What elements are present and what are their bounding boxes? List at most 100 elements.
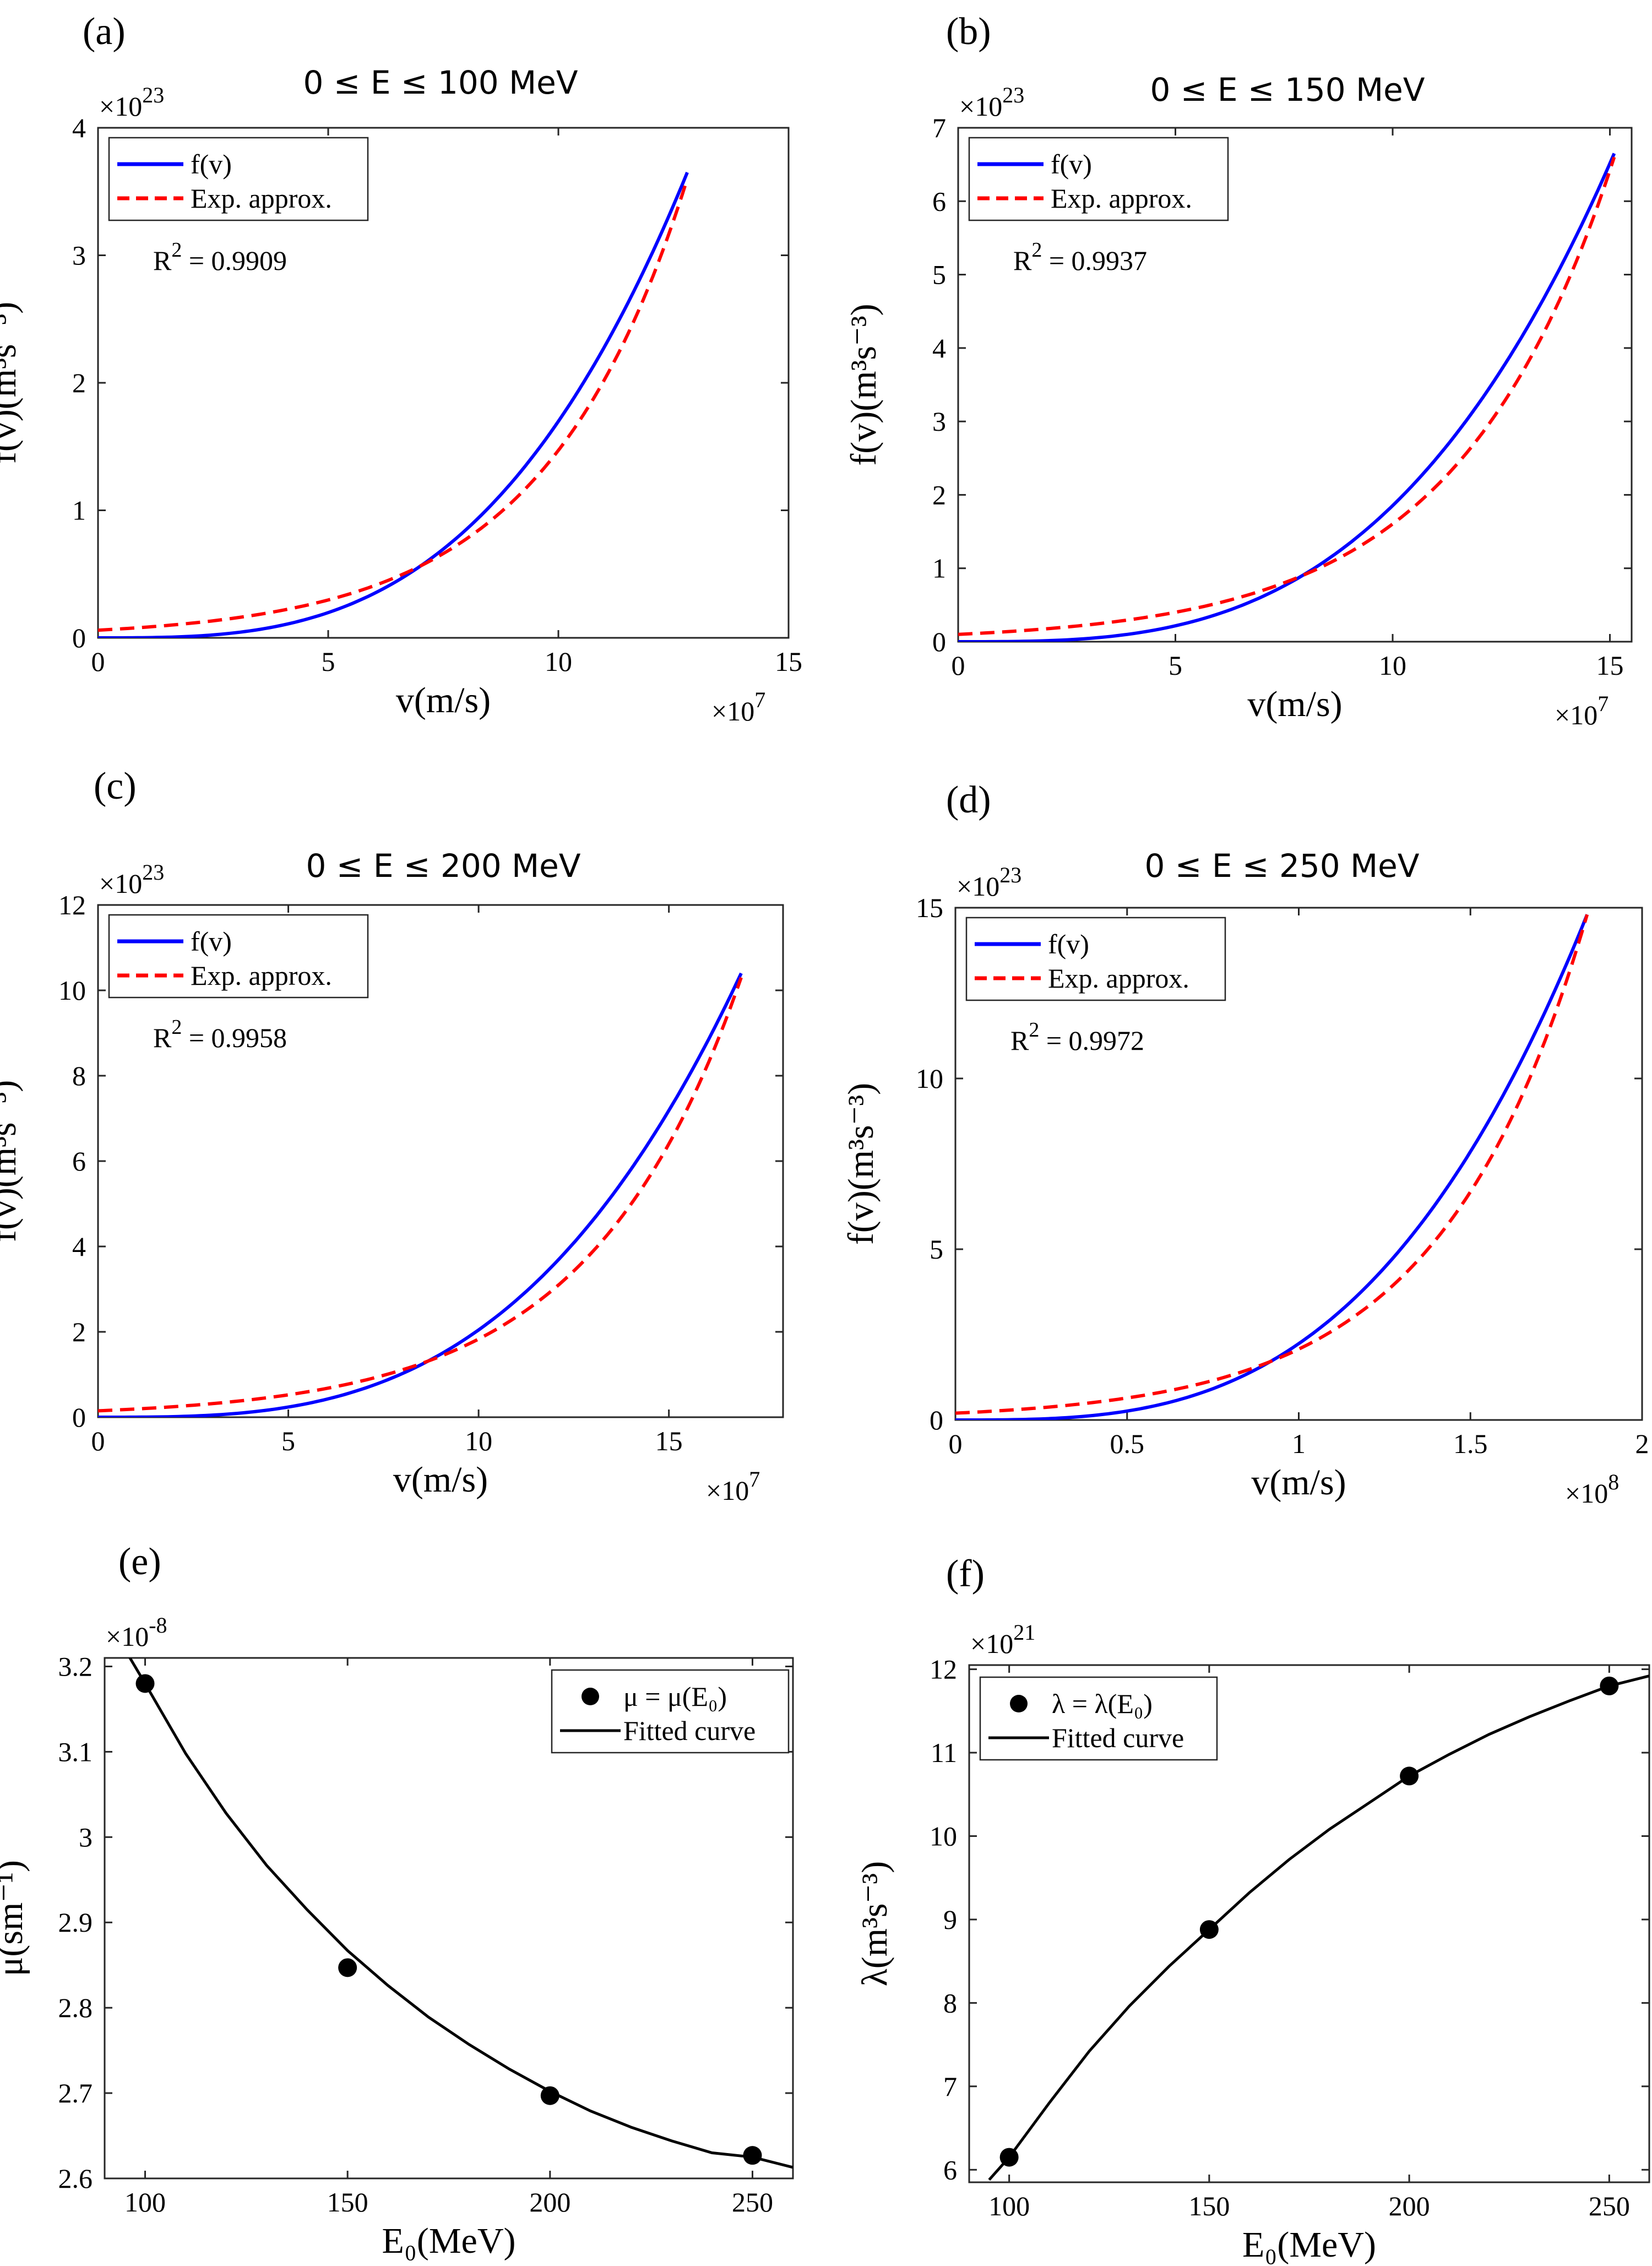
y-multiplier: ×1023 bbox=[99, 860, 164, 899]
exp-approx-curve bbox=[98, 178, 689, 632]
x-tick-label: 1.5 bbox=[1453, 1428, 1488, 1459]
x-multiplier: ×108 bbox=[1565, 1470, 1619, 1509]
legend: f(v)Exp. approx. bbox=[968, 137, 1229, 221]
chart-panel-a: (a) 0 ≤ E ≤ 100 MeV 0 5 10 15 0 1 2 3 4 ×1023 ×107 v(… bbox=[0, 10, 802, 727]
x-multiplier: ×107 bbox=[1555, 691, 1608, 730]
legend-label: Fitted curve bbox=[1052, 1722, 1184, 1753]
legend-label: f(v) bbox=[1051, 149, 1092, 180]
x-tick-label: 200 bbox=[1389, 2191, 1430, 2221]
y-multiplier: ×1023 bbox=[957, 863, 1021, 902]
legend-label: f(v) bbox=[1048, 929, 1089, 959]
y-tick-label: 8 bbox=[943, 1987, 957, 2018]
legend-label: μ = μ(E₀) bbox=[623, 1681, 727, 1712]
y-tick-label: 2.9 bbox=[58, 1907, 93, 1938]
data-point bbox=[743, 2146, 762, 2165]
chart-panel-b: (b) 0 ≤ E ≤ 150 MeV 0 5 10 15 0 1 2 3 4 5 6 7 ×1023 ×10… bbox=[844, 10, 1633, 730]
y-tick-label: 4 bbox=[72, 112, 86, 143]
fitted-curve bbox=[128, 1658, 793, 2169]
legend-box bbox=[979, 1676, 1218, 1761]
x-axis-label: v(m/s) bbox=[1251, 1462, 1346, 1503]
data-point bbox=[999, 2148, 1019, 2167]
y-tick-label: 7 bbox=[932, 112, 946, 143]
legend-label: Exp. approx. bbox=[191, 960, 332, 991]
y-tick-label: 6 bbox=[943, 2154, 957, 2185]
x-tick-label: 15 bbox=[775, 646, 802, 677]
x-tick-label: 10 bbox=[545, 646, 572, 677]
chart-panel-e: (e) 100 150 200 250 2.6 2.7 2.8 2.9 3 3.1 3.2 ×10-8 E… bbox=[0, 1541, 794, 2261]
x-axis-label: v(m/s) bbox=[1247, 684, 1342, 724]
r-squared-label: R2 = 0.9937 bbox=[1013, 238, 1147, 276]
y-tick-label: 10 bbox=[930, 1820, 957, 1851]
panel-label: (f) bbox=[946, 1553, 985, 1595]
y-multiplier: ×1023 bbox=[99, 83, 164, 122]
chart-title: 0 ≤ E ≤ 200 MeV bbox=[306, 847, 580, 885]
y-tick-label: 2 bbox=[72, 1316, 86, 1347]
legend-label: f(v) bbox=[191, 926, 232, 957]
data-point bbox=[1600, 1676, 1619, 1695]
y-tick-label: 10 bbox=[58, 975, 86, 1006]
x-tick-label: 250 bbox=[1589, 2191, 1630, 2221]
legend-label: f(v) bbox=[191, 149, 232, 180]
legend-box bbox=[968, 137, 1229, 221]
x-tick-label: 100 bbox=[988, 2191, 1030, 2221]
r-squared-label: R2 = 0.9958 bbox=[153, 1016, 287, 1053]
y-tick-label: 4 bbox=[72, 1231, 86, 1262]
x-tick-label: 10 bbox=[465, 1425, 492, 1456]
x-tick-label: 0 bbox=[952, 650, 965, 681]
y-tick-label: 2 bbox=[932, 479, 946, 510]
y-axis-label: μ(sm⁻¹) bbox=[0, 1860, 30, 1976]
x-axis-label: v(m/s) bbox=[396, 680, 491, 720]
panel-label: (d) bbox=[946, 779, 991, 821]
r-squared-label: R2 = 0.9909 bbox=[153, 238, 287, 276]
y-tick-label: 8 bbox=[72, 1060, 86, 1091]
y-tick-label: 6 bbox=[72, 1146, 86, 1177]
x-axis-label: E₀(MeV) bbox=[382, 2221, 516, 2261]
data-point bbox=[338, 1958, 357, 1977]
x-tick-label: 150 bbox=[327, 2187, 368, 2218]
y-tick-label: 5 bbox=[930, 1234, 943, 1265]
x-multiplier: ×107 bbox=[711, 687, 765, 727]
legend-box bbox=[551, 1669, 790, 1754]
y-tick-label: 9 bbox=[943, 1904, 957, 1935]
panel-label: (a) bbox=[83, 10, 126, 53]
y-tick-label: 10 bbox=[916, 1063, 943, 1094]
y-tick-label: 12 bbox=[58, 890, 86, 920]
axes-box bbox=[968, 1664, 1650, 2183]
data-point bbox=[1400, 1766, 1419, 1786]
y-axis-label: f(v)(m³s⁻³) bbox=[844, 303, 884, 465]
y-tick-label: 6 bbox=[932, 186, 946, 216]
y-axis-label: f(v)(m³s⁻³) bbox=[0, 302, 24, 464]
legend-label: Exp. approx. bbox=[191, 183, 332, 214]
chart-panel-d: (d) 0 ≤ E ≤ 250 MeV 0 0.5 1 1.5 2 0 5 10 15 ×1023 ×1… bbox=[841, 779, 1649, 1509]
legend: λ = λ(E₀)Fitted curve bbox=[979, 1676, 1218, 1761]
x-tick-label: 100 bbox=[124, 2187, 166, 2218]
data-point bbox=[540, 2086, 559, 2105]
y-tick-label: 1 bbox=[932, 553, 946, 584]
legend: f(v)Exp. approx. bbox=[965, 917, 1226, 1001]
x-tick-label: 5 bbox=[281, 1425, 295, 1456]
x-tick-label: 15 bbox=[1596, 650, 1624, 681]
y-tick-label: 0 bbox=[72, 1402, 86, 1433]
x-tick-label: 0 bbox=[949, 1428, 963, 1459]
y-tick-label: 5 bbox=[932, 259, 946, 290]
legend: f(v)Exp. approx. bbox=[108, 137, 369, 221]
x-axis-label: v(m/s) bbox=[393, 1460, 488, 1500]
legend-marker bbox=[1010, 1695, 1028, 1712]
x-tick-label: 200 bbox=[529, 2187, 570, 2218]
fv-curve bbox=[958, 153, 1616, 642]
y-multiplier: ×1021 bbox=[970, 1620, 1035, 1659]
x-tick-label: 0 bbox=[91, 646, 105, 677]
y-tick-label: 3 bbox=[72, 240, 86, 271]
y-tick-label: 12 bbox=[930, 1654, 957, 1685]
y-axis-label: f(v)(m³s⁻³) bbox=[0, 1080, 24, 1242]
y-multiplier: ×10-8 bbox=[106, 1613, 167, 1652]
x-tick-label: 0 bbox=[91, 1425, 105, 1456]
chart-title: 0 ≤ E ≤ 150 MeV bbox=[1150, 71, 1425, 109]
exp-approx-curve bbox=[958, 156, 1616, 636]
legend-box bbox=[108, 914, 369, 999]
legend-label: Exp. approx. bbox=[1051, 183, 1192, 214]
chart-title: 0 ≤ E ≤ 100 MeV bbox=[303, 64, 578, 101]
x-tick-label: 1 bbox=[1292, 1428, 1306, 1459]
fitted-curve bbox=[988, 1674, 1649, 2181]
